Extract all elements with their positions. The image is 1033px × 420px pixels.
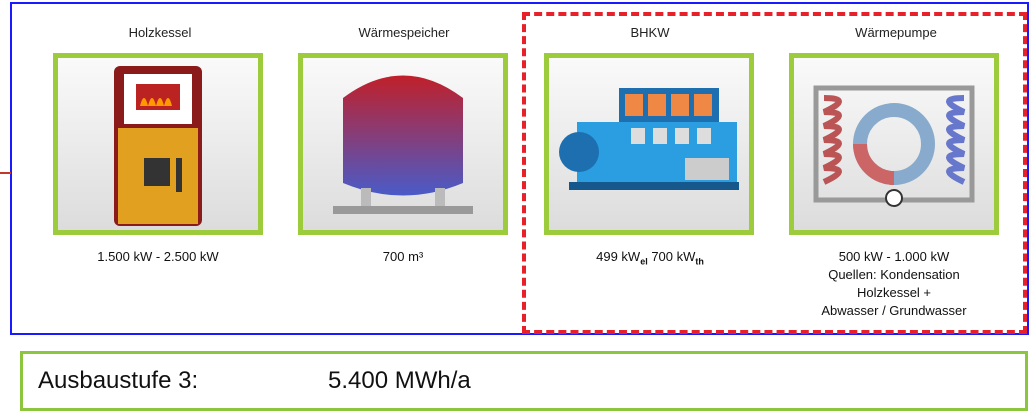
component-spec: 1.500 kW - 2.500 kW — [28, 248, 288, 266]
storage-icon — [303, 58, 503, 230]
footer-label: Ausbaustufe 3: — [38, 367, 198, 395]
boiler-icon — [58, 58, 258, 230]
component-spec: 499 kWel 700 kWth — [520, 248, 780, 271]
footer-box: Ausbaustufe 3: 5.400 MWh/a — [20, 351, 1028, 411]
spec-text: 700 kW — [648, 249, 696, 264]
page: Holzkessel Wärmespeicher BHKW Wärmepumpe… — [0, 0, 1033, 420]
component-title: Holzkessel — [40, 25, 280, 40]
footer-value: 5.400 MWh/a — [328, 367, 471, 395]
spec-subscript: th — [695, 257, 704, 267]
storage-tile — [298, 53, 508, 235]
chp-icon — [549, 58, 749, 230]
component-spec: 700 m³ — [273, 248, 533, 266]
spec-line: Holzkessel + — [764, 284, 1024, 302]
spec-text: 499 kW — [596, 249, 640, 264]
connector-line — [0, 172, 11, 174]
spec-line: 500 kW - 1.000 kW — [764, 248, 1024, 266]
component-spec-list: 500 kW - 1.000 kW Quellen: Kondensation … — [764, 248, 1024, 320]
heatpump-icon — [794, 58, 994, 230]
chp-tile — [544, 53, 754, 235]
spec-subscript: el — [640, 257, 648, 267]
spec-line: Quellen: Kondensation — [764, 266, 1024, 284]
component-title: Wärmepumpe — [776, 25, 1016, 40]
boiler-tile — [53, 53, 263, 235]
component-title: Wärmespeicher — [284, 25, 524, 40]
heatpump-tile — [789, 53, 999, 235]
component-title: BHKW — [530, 25, 770, 40]
spec-line: Abwasser / Grundwasser — [764, 302, 1024, 320]
